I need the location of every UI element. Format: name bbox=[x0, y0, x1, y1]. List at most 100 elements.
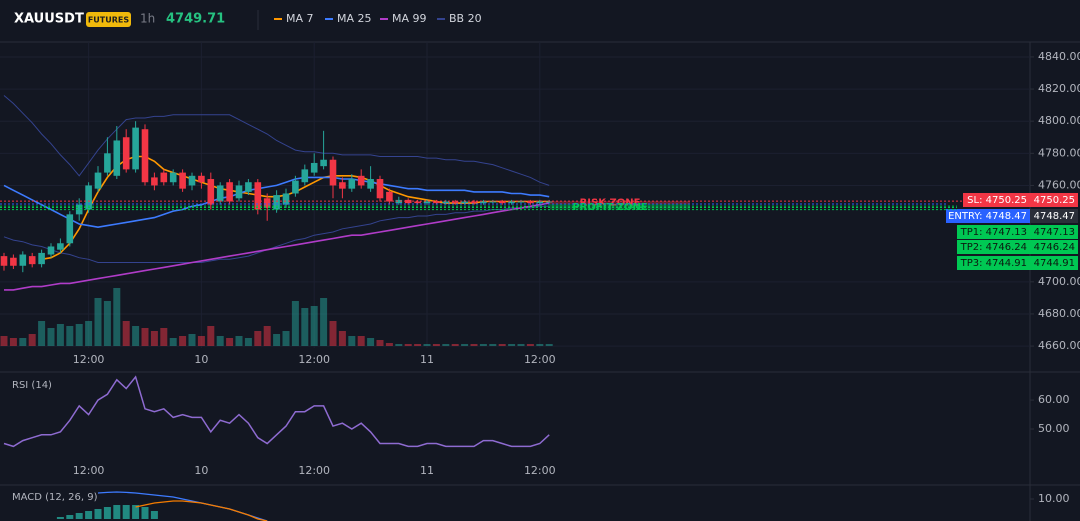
level-tag bbox=[957, 225, 1030, 239]
volume-bar bbox=[226, 338, 234, 346]
candle-body bbox=[517, 201, 525, 203]
candle-body bbox=[367, 179, 374, 189]
level-label: TP1: 4747.13 bbox=[960, 227, 1027, 238]
candle-body bbox=[75, 204, 83, 215]
volume-bar bbox=[47, 328, 55, 346]
volume-bar bbox=[122, 321, 130, 346]
volume-bar bbox=[301, 308, 309, 346]
macd-histogram-bar bbox=[150, 511, 158, 519]
macd-histogram-bar bbox=[66, 515, 74, 519]
candle-body bbox=[216, 185, 224, 202]
candle-body bbox=[386, 191, 393, 202]
volume-bar bbox=[310, 306, 318, 346]
volume-bar bbox=[470, 344, 478, 346]
macd-histogram-bar bbox=[103, 507, 111, 519]
y-tick-label: 10.00 bbox=[1038, 492, 1070, 505]
volume-bar bbox=[526, 344, 534, 346]
volume-bar bbox=[442, 344, 450, 346]
volume-bar bbox=[282, 331, 290, 346]
macd-histogram-bar bbox=[132, 505, 140, 519]
volume-bar bbox=[169, 338, 177, 346]
volume-bar bbox=[56, 324, 64, 346]
volume-bar bbox=[376, 340, 384, 346]
y-tick-label: 4700.00 bbox=[1038, 275, 1080, 288]
volume-bar bbox=[320, 298, 328, 346]
volume-bar bbox=[132, 326, 140, 346]
y-tick-label: 4840.00 bbox=[1038, 50, 1080, 63]
volume-bar bbox=[38, 321, 46, 346]
level-price-tag bbox=[1030, 209, 1078, 223]
ma-line bbox=[4, 202, 550, 291]
symbol[interactable]: XAUUSDT bbox=[14, 12, 84, 27]
x-tick-label: 11 bbox=[420, 353, 434, 366]
y-tick-label: 4780.00 bbox=[1038, 146, 1080, 159]
candle-body bbox=[357, 175, 365, 186]
candle-body bbox=[395, 199, 403, 204]
y-tick-label: 4680.00 bbox=[1038, 307, 1080, 320]
candle-body bbox=[433, 201, 440, 204]
level-price: 4750.25 bbox=[1034, 195, 1075, 206]
candle-body bbox=[470, 201, 478, 204]
x-tick-label: 10 bbox=[194, 464, 208, 477]
candle-body bbox=[57, 243, 64, 250]
candle-body bbox=[442, 201, 450, 204]
level-label: SL: 4750.25 bbox=[967, 195, 1027, 206]
candle-body bbox=[132, 127, 139, 170]
macd-histogram-bar bbox=[85, 511, 93, 519]
volume-bar bbox=[451, 344, 459, 346]
volume-bar bbox=[103, 301, 111, 346]
macd-line bbox=[135, 500, 268, 521]
candle-body bbox=[489, 201, 497, 203]
x-tick-label: 12:00 bbox=[298, 353, 330, 366]
volume-bar bbox=[414, 344, 422, 346]
volume-bar bbox=[207, 326, 215, 346]
y-tick-label: 60.00 bbox=[1038, 393, 1070, 406]
candle-body bbox=[28, 256, 36, 265]
candle-body bbox=[104, 153, 111, 173]
candle-body bbox=[376, 179, 384, 199]
volume-bar bbox=[19, 338, 27, 346]
volume-bar bbox=[0, 336, 8, 346]
volume-bar bbox=[150, 331, 158, 346]
level-label: TP2: 4746.24 bbox=[960, 242, 1027, 253]
candle-body bbox=[141, 129, 149, 183]
level-price: 4748.47 bbox=[1034, 211, 1075, 222]
volume-bar bbox=[66, 326, 74, 346]
volume-bar bbox=[461, 344, 469, 346]
level-tag bbox=[963, 193, 1030, 207]
zone bbox=[550, 201, 690, 204]
legend-entry: MA 7 bbox=[286, 12, 314, 25]
volume-bar bbox=[423, 344, 431, 346]
candle-body bbox=[113, 140, 121, 176]
volume-bar bbox=[432, 344, 440, 346]
interval[interactable]: 1h bbox=[140, 12, 155, 26]
volume-bar bbox=[395, 344, 403, 346]
candle-body bbox=[179, 172, 186, 189]
volume-bar bbox=[329, 321, 337, 346]
x-tick-label: 12:00 bbox=[73, 353, 105, 366]
zone-label: RISK ZONE bbox=[580, 198, 641, 209]
x-tick-label: 11 bbox=[420, 464, 434, 477]
candle-body bbox=[66, 214, 74, 244]
level-tag bbox=[957, 240, 1030, 254]
volume-bar bbox=[75, 324, 83, 346]
candle-body bbox=[339, 182, 346, 189]
legend-entry: MA 25 bbox=[337, 12, 372, 25]
candle-body bbox=[498, 201, 506, 204]
volume-bar bbox=[517, 344, 525, 346]
y-tick-label: 4660.00 bbox=[1038, 339, 1080, 352]
y-tick-label: 4820.00 bbox=[1038, 82, 1080, 95]
pane-title: RSI (14) bbox=[12, 380, 52, 391]
volume-bar bbox=[273, 334, 281, 346]
volume-bar bbox=[244, 338, 252, 346]
zone-label: PROFIT ZONE bbox=[572, 202, 648, 213]
candle-body bbox=[85, 185, 92, 210]
ma-line bbox=[3, 176, 550, 229]
candle-body bbox=[480, 201, 487, 204]
bb-lower bbox=[3, 205, 550, 263]
candle-body bbox=[94, 172, 102, 189]
x-tick-label: 10 bbox=[194, 353, 208, 366]
level-price: 4744.91 bbox=[1034, 258, 1075, 269]
volume-bar bbox=[188, 334, 196, 346]
candle-body bbox=[292, 180, 299, 194]
